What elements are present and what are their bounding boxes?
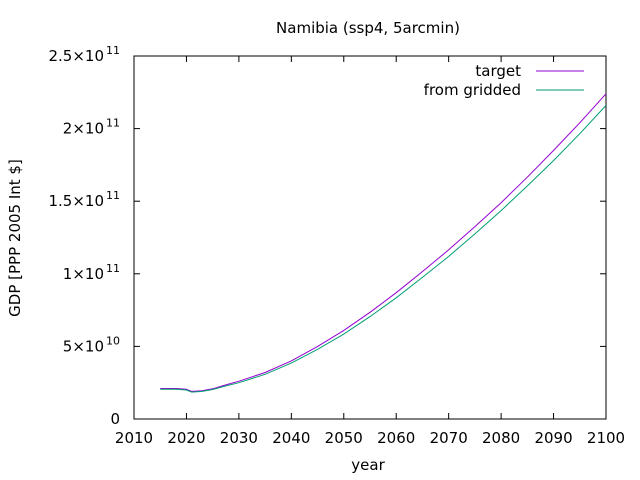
plot-frame <box>133 55 607 420</box>
y-tick-label-base: 2.5×10 <box>48 47 104 65</box>
y-tick-label: 5×10 10 <box>63 334 120 355</box>
y-tick-label-exponent: 11 <box>106 189 120 202</box>
series-line-from-gridded <box>160 105 607 393</box>
series-lines <box>160 93 607 393</box>
y-tick-label: 1.5×10 11 <box>48 189 120 210</box>
y-tick-label-exponent: 11 <box>106 262 120 275</box>
x-tick-label: 2050 <box>325 429 363 447</box>
legend-label: from gridded <box>424 81 521 99</box>
y-tick-label: 2×10 11 <box>63 117 120 138</box>
x-tick-label: 2010 <box>115 429 153 447</box>
y-tick-label: 1×10 11 <box>63 262 120 283</box>
y-tick-label-base: 2×10 <box>63 120 104 138</box>
x-tick-label: 2080 <box>482 429 520 447</box>
y-tick-label-exponent: 11 <box>106 117 120 130</box>
y-tick-label-base: 1×10 <box>63 265 104 283</box>
series-line-target <box>160 93 607 392</box>
x-tick-label: 2030 <box>220 429 258 447</box>
x-tick-label: 2020 <box>167 429 205 447</box>
x-tick-label: 2090 <box>534 429 572 447</box>
x-axis: 2010 2020 2030 2040 2050 2060 2070 2080 2090 2100 <box>115 56 625 447</box>
y-tick-label: 0 <box>110 410 120 428</box>
x-axis-label: year <box>351 456 385 474</box>
y-tick-label-exponent: 10 <box>106 334 120 347</box>
y-tick-label-base: 1.5×10 <box>48 192 104 210</box>
legend-label: target <box>475 62 521 80</box>
x-tick-label: 2100 <box>587 429 625 447</box>
y-tick-label: 2.5×10 11 <box>48 44 120 65</box>
x-tick-label: 2070 <box>430 429 468 447</box>
chart-title: Namibia (ssp4, 5arcmin) <box>276 19 460 37</box>
y-tick-label-exponent: 11 <box>106 44 120 57</box>
y-axis: 05×10 101×10 111.5×10 112×10 112.5×10 11 <box>48 44 606 428</box>
y-tick-label-base: 5×10 <box>63 337 104 355</box>
y-axis-label: GDP [PPP 2005 Int $] <box>6 159 24 317</box>
x-tick-label: 2060 <box>377 429 415 447</box>
x-tick-label: 2040 <box>272 429 310 447</box>
